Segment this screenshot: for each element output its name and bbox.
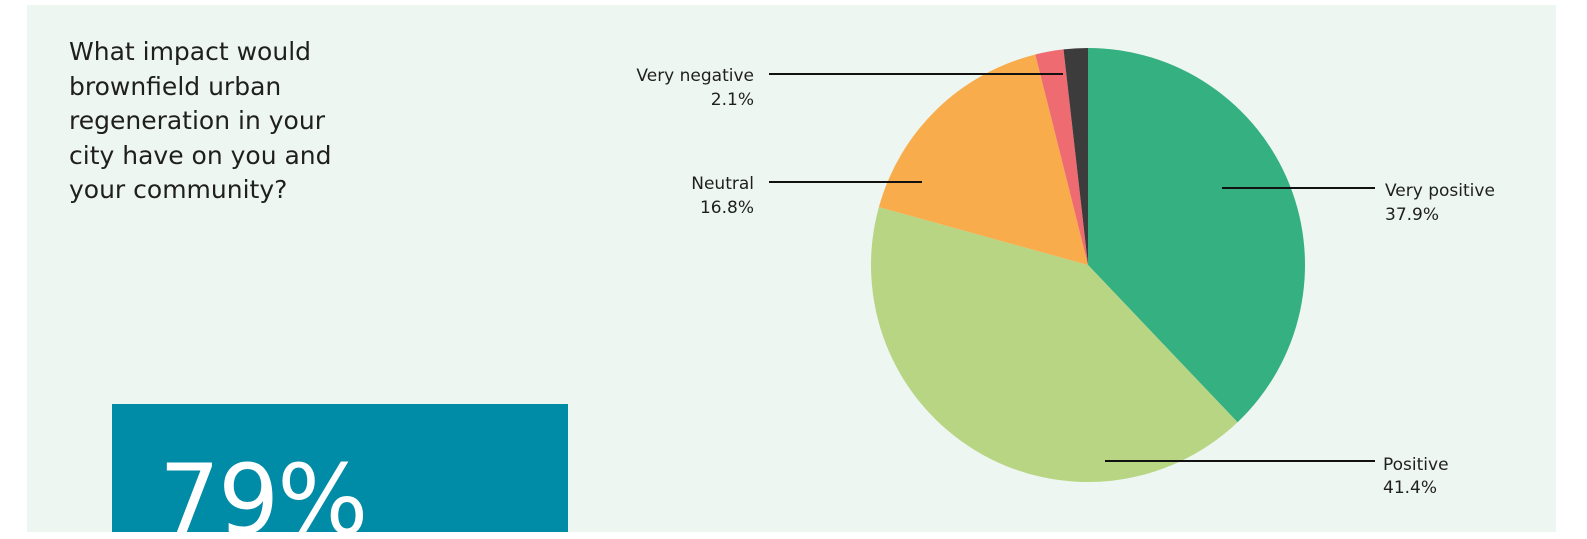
pie-slice-very-negative xyxy=(1035,49,1088,265)
pie-slice-very-positive xyxy=(1088,48,1306,423)
slice-value-very-negative: 2.1% xyxy=(711,90,754,110)
slice-label-neutral: Neutral xyxy=(691,174,754,194)
highlight-stat-box: 79% xyxy=(112,404,568,532)
pie-slice-positive xyxy=(870,207,1238,483)
slice-label-positive: Positive xyxy=(1383,455,1449,475)
slice-value-positive: 41.4% xyxy=(1383,478,1437,498)
pie-slice-neutral xyxy=(878,54,1088,265)
pie-slice-other xyxy=(1063,48,1088,265)
highlight-stat-value: 79% xyxy=(159,444,368,532)
slice-value-very-positive: 37.9% xyxy=(1385,205,1439,225)
slice-value-neutral: 16.8% xyxy=(700,198,754,218)
infographic-panel: What impact would brownfield urban regen… xyxy=(27,5,1556,532)
slice-label-very-negative: Very negative xyxy=(636,66,754,86)
slice-label-very-positive: Very positive xyxy=(1385,181,1495,201)
pie-chart: Very positive 37.9% Positive 41.4% Neutral 16… xyxy=(636,48,1495,498)
question-text: What impact would brownfield urban regen… xyxy=(69,37,332,204)
